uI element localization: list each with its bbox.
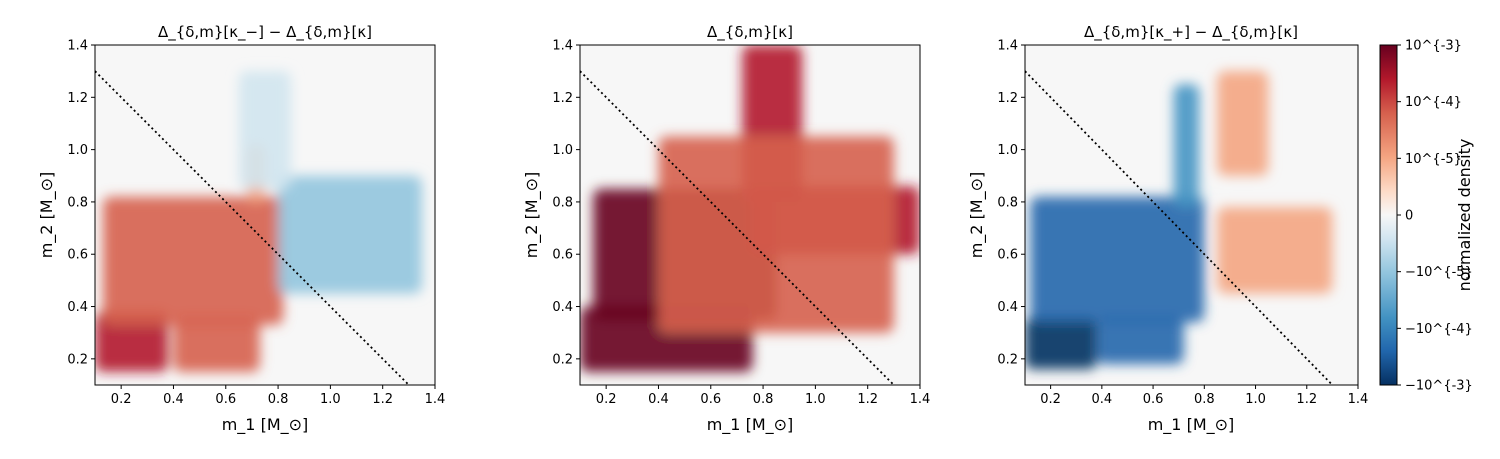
colorbar-tick-label: −10^{-4} bbox=[1405, 322, 1473, 337]
y-axis-label: m_2 [M_⊙] bbox=[37, 172, 57, 259]
reference-diagonal-line bbox=[580, 70, 895, 385]
density-region bbox=[238, 71, 292, 189]
x-tick-label: 1.0 bbox=[1245, 392, 1266, 407]
panel-title: Δ_{δ,m}[κ_+] − Δ_{δ,m}[κ] bbox=[1084, 23, 1298, 42]
panel-kappa: 0.2 0.4 0.6 0.8 1.0 1.2 1.4 0.2 0.4 0.6 0.8 1.0 1.2 1… bbox=[522, 23, 930, 435]
y-tick-label: 0.6 bbox=[997, 248, 1018, 263]
x-tick-label: 1.2 bbox=[372, 392, 393, 407]
plot-frame bbox=[579, 44, 921, 386]
reference-diagonal-line bbox=[1025, 70, 1334, 385]
density-region bbox=[1096, 317, 1184, 365]
y-tick-label: 0.4 bbox=[552, 300, 573, 315]
x-axis-label: m_1 [M_⊙] bbox=[222, 415, 309, 435]
y-tick-label: 1.0 bbox=[552, 143, 573, 158]
colorbar-tick-label: −10^{-5} bbox=[1405, 265, 1473, 280]
x-tick-label: 1.4 bbox=[425, 392, 446, 407]
colorbar: 10^{-3} 10^{-4} 10^{-5} 0 −10^{-5} −10^{-4} −1… bbox=[1379, 39, 1474, 394]
reference-diagonal-line bbox=[95, 70, 410, 385]
y-tick-label: 1.0 bbox=[67, 143, 88, 158]
panel-kappa-minus: 0.2 0.4 0.6 0.8 1.0 1.2 1.4 0.2 0.4 0.6 0.8 1.0 1.2 1… bbox=[37, 23, 445, 435]
x-tick-label: 0.2 bbox=[111, 392, 132, 407]
x-tick-label: 0.4 bbox=[1092, 392, 1113, 407]
density-region bbox=[1025, 317, 1097, 370]
colorbar-label: normalized density bbox=[1455, 139, 1474, 292]
x-tick-label: 0.8 bbox=[753, 392, 774, 407]
x-tick-label: 0.8 bbox=[1194, 392, 1215, 407]
x-axis-label: m_1 [M_⊙] bbox=[1148, 415, 1235, 435]
heatmap-regions bbox=[95, 71, 422, 372]
y-tick-label: 0.8 bbox=[67, 195, 88, 210]
y-tick-label: 0.2 bbox=[67, 352, 88, 367]
density-region bbox=[1030, 196, 1205, 323]
axis-ticks: 0.2 0.4 0.6 0.8 1.0 1.2 1.4 0.2 0.4 0.6 0.8 1.0 1.2 1… bbox=[997, 39, 1368, 408]
colorbar-tick-label: 10^{-4} bbox=[1405, 95, 1462, 110]
y-tick-label: 0.2 bbox=[997, 352, 1018, 367]
y-tick-label: 1.4 bbox=[67, 39, 88, 54]
y-tick-label: 0.2 bbox=[552, 352, 573, 367]
y-tick-label: 0.4 bbox=[997, 300, 1018, 315]
x-tick-label: 0.4 bbox=[648, 392, 669, 407]
x-tick-label: 1.0 bbox=[320, 392, 341, 407]
density-region bbox=[658, 136, 894, 333]
heatmap-regions bbox=[1025, 71, 1333, 370]
x-tick-label: 1.0 bbox=[805, 392, 826, 407]
y-tick-label: 0.6 bbox=[552, 248, 573, 263]
y-tick-label: 1.2 bbox=[997, 91, 1018, 106]
colorbar-tick-label: −10^{-3} bbox=[1405, 379, 1473, 394]
y-tick-label: 0.4 bbox=[67, 300, 88, 315]
heatmap-regions bbox=[580, 45, 920, 372]
density-region bbox=[1217, 207, 1333, 294]
y-tick-label: 0.8 bbox=[997, 195, 1018, 210]
colorbar-tick-label: 0 bbox=[1405, 209, 1413, 224]
y-axis-label: m_2 [M_⊙] bbox=[967, 172, 987, 259]
density-region bbox=[1173, 84, 1200, 208]
x-tick-label: 0.4 bbox=[163, 392, 184, 407]
axis-ticks: 0.2 0.4 0.6 0.8 1.0 1.2 1.4 0.2 0.4 0.6 0.8 1.0 1.2 1… bbox=[67, 39, 445, 408]
x-tick-label: 0.2 bbox=[596, 392, 617, 407]
plot-frame bbox=[1024, 44, 1359, 386]
panel-title: Δ_{δ,m}[κ_−] − Δ_{δ,m}[κ] bbox=[158, 23, 372, 42]
y-tick-label: 0.8 bbox=[552, 195, 573, 210]
x-tick-label: 0.8 bbox=[268, 392, 289, 407]
x-tick-label: 0.6 bbox=[1143, 392, 1164, 407]
y-tick-label: 0.6 bbox=[67, 248, 88, 263]
colorbar-ticks: 10^{-3} 10^{-4} 10^{-5} 0 −10^{-5} −10^{-4} −1… bbox=[1397, 39, 1473, 394]
y-tick-label: 1.2 bbox=[67, 91, 88, 106]
x-tick-label: 1.4 bbox=[1348, 392, 1369, 407]
y-tick-label: 1.2 bbox=[552, 91, 573, 106]
panel-title: Δ_{δ,m}[κ] bbox=[707, 23, 793, 42]
plot-frame bbox=[94, 44, 436, 386]
y-tick-label: 1.0 bbox=[997, 143, 1018, 158]
density-region bbox=[102, 196, 284, 325]
colorbar-gradient bbox=[1379, 44, 1398, 386]
density-region bbox=[173, 317, 260, 372]
x-tick-label: 1.4 bbox=[910, 392, 931, 407]
y-tick-label: 1.4 bbox=[552, 39, 573, 54]
y-axis-label: m_2 [M_⊙] bbox=[522, 172, 542, 259]
colorbar-tick-label: 10^{-3} bbox=[1405, 39, 1462, 54]
panel-kappa-plus: 0.2 0.4 0.6 0.8 1.0 1.2 1.4 0.2 0.4 0.6 0.8 1.0 1.2 1… bbox=[967, 23, 1368, 435]
density-region bbox=[1217, 71, 1269, 176]
x-tick-label: 0.6 bbox=[215, 392, 236, 407]
y-tick-label: 1.4 bbox=[997, 39, 1018, 54]
axis-ticks: 0.2 0.4 0.6 0.8 1.0 1.2 1.4 0.2 0.4 0.6 0.8 1.0 1.2 1… bbox=[552, 39, 930, 408]
x-tick-label: 1.2 bbox=[1296, 392, 1317, 407]
density-region bbox=[278, 175, 422, 294]
colorbar-tick-label: 10^{-5} bbox=[1405, 152, 1462, 167]
x-tick-label: 1.2 bbox=[857, 392, 878, 407]
x-axis-label: m_1 [M_⊙] bbox=[707, 415, 794, 435]
density-region bbox=[95, 311, 169, 372]
x-tick-label: 0.6 bbox=[700, 392, 721, 407]
x-tick-label: 0.2 bbox=[1040, 392, 1061, 407]
